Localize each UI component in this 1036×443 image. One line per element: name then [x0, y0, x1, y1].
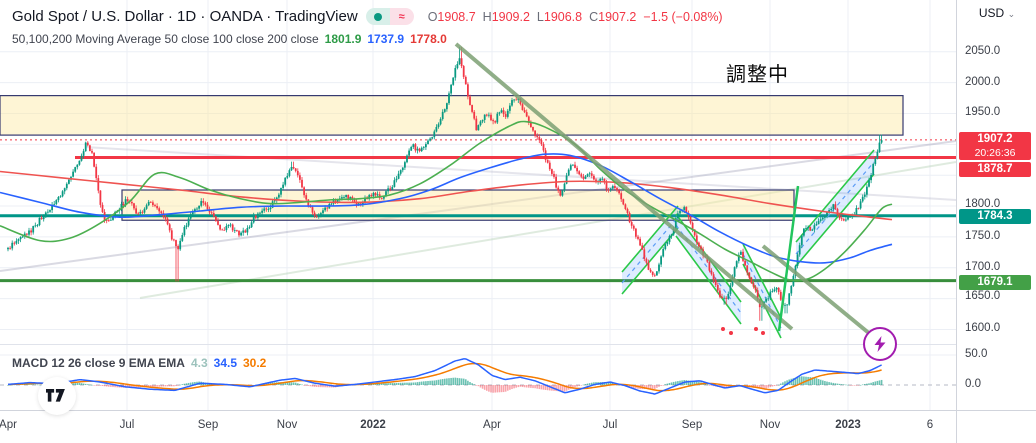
market-open-dot-icon	[365, 8, 390, 25]
time-axis[interactable]: Apr Jul Sep Nov 2022 Apr Jul Sep Nov 2023 6	[0, 410, 1036, 443]
price-badge: 1784.3	[959, 209, 1031, 224]
price-tick-label: 1700.0	[965, 261, 1001, 273]
macd-indicator-legend[interactable]: MACD 12 26 close 9 EMA EMA 4.3 34.5 30.2	[12, 356, 266, 370]
price-tick-label: 1600.0	[965, 322, 1001, 334]
macd-line	[7, 358, 882, 395]
ma-legend-label: 50,100,200 Moving Average 50 close 100 c…	[12, 32, 319, 46]
time-tick-label: Apr	[0, 419, 17, 431]
time-tick-label: Jul	[602, 419, 618, 431]
time-tick-label: Nov	[759, 419, 781, 431]
macd-pane[interactable]	[7, 358, 883, 395]
text-drawing-annotation[interactable]: 調整中	[726, 64, 789, 86]
macd-value: 30.2	[243, 356, 267, 370]
price-tick-label: 2000.0	[965, 76, 1001, 88]
price-tick-label: 1750.0	[965, 230, 1001, 242]
price-tick-label: 1650.0	[965, 290, 1001, 302]
main-pane[interactable]	[0, 42, 956, 339]
currency-selector[interactable]: USD ⌄	[957, 6, 1036, 20]
ma-value: 1778.0	[410, 32, 447, 46]
dot-marks[interactable]	[721, 327, 765, 335]
time-tick-label: Apr	[483, 419, 501, 431]
time-tick-label: Jul	[119, 419, 135, 431]
chevron-down-icon: ⌄	[1007, 9, 1016, 19]
delayed-data-icon: ≈	[389, 8, 414, 25]
tradingview-logo[interactable]	[38, 377, 76, 415]
ma-value: 1737.9	[367, 32, 405, 46]
macd-legend-label: MACD 12 26 close 9 EMA EMA	[12, 356, 185, 370]
ohlc-values: O1908.7 H1909.2 L1906.8 C1907.2 −1.5 (−0.08%…	[427, 9, 723, 24]
price-tick-label: 50.0	[965, 348, 988, 360]
price-tick-label: 2050.0	[965, 45, 1001, 57]
price-badge: 1907.2 20:26:36	[959, 132, 1031, 160]
price-axis[interactable]: USD ⌄ 2050.0 2000.0 1950.0 1800.0 1750.0 1700…	[956, 0, 1036, 410]
price-chart-canvas[interactable]	[0, 0, 956, 410]
market-status-pill[interactable]: ≈	[365, 8, 414, 25]
trendline-drawings[interactable]	[454, 42, 872, 336]
ma-indicator-legend[interactable]: 50,100,200 Moving Average 50 close 100 c…	[12, 32, 447, 46]
ma-value: 1801.9	[324, 32, 362, 46]
lightning-icon[interactable]	[863, 327, 897, 361]
axis-corner	[956, 411, 1036, 443]
macd-value: 34.5	[213, 356, 237, 370]
symbol-title[interactable]: Gold Spot / U.S. Dollar · 1D · OANDA · T…	[12, 8, 358, 25]
moving-average-lines	[0, 120, 893, 282]
price-tick-label: 1950.0	[965, 106, 1001, 118]
currency-label: USD	[978, 6, 1005, 20]
time-tick-label: 2022	[360, 419, 386, 431]
change-value: −1.5 (−0.08%)	[643, 9, 723, 24]
time-tick-label: 6	[926, 419, 934, 431]
faint-trend-guides	[0, 140, 956, 299]
parallel-channel-drawings[interactable]	[621, 149, 875, 339]
time-tick-label: Sep	[197, 419, 219, 431]
pane-separator[interactable]	[0, 344, 956, 345]
time-tick-label: Sep	[681, 419, 703, 431]
price-tick-label: 0.0	[965, 378, 981, 390]
time-tick-label: Nov	[276, 419, 298, 431]
time-tick-label: 2023	[835, 419, 861, 431]
price-badge: 1679.1	[959, 275, 1031, 290]
macd-value: 4.3	[190, 356, 208, 370]
price-tick-label: 1800.0	[965, 198, 1001, 210]
price-badge: 1878.7	[959, 162, 1031, 177]
